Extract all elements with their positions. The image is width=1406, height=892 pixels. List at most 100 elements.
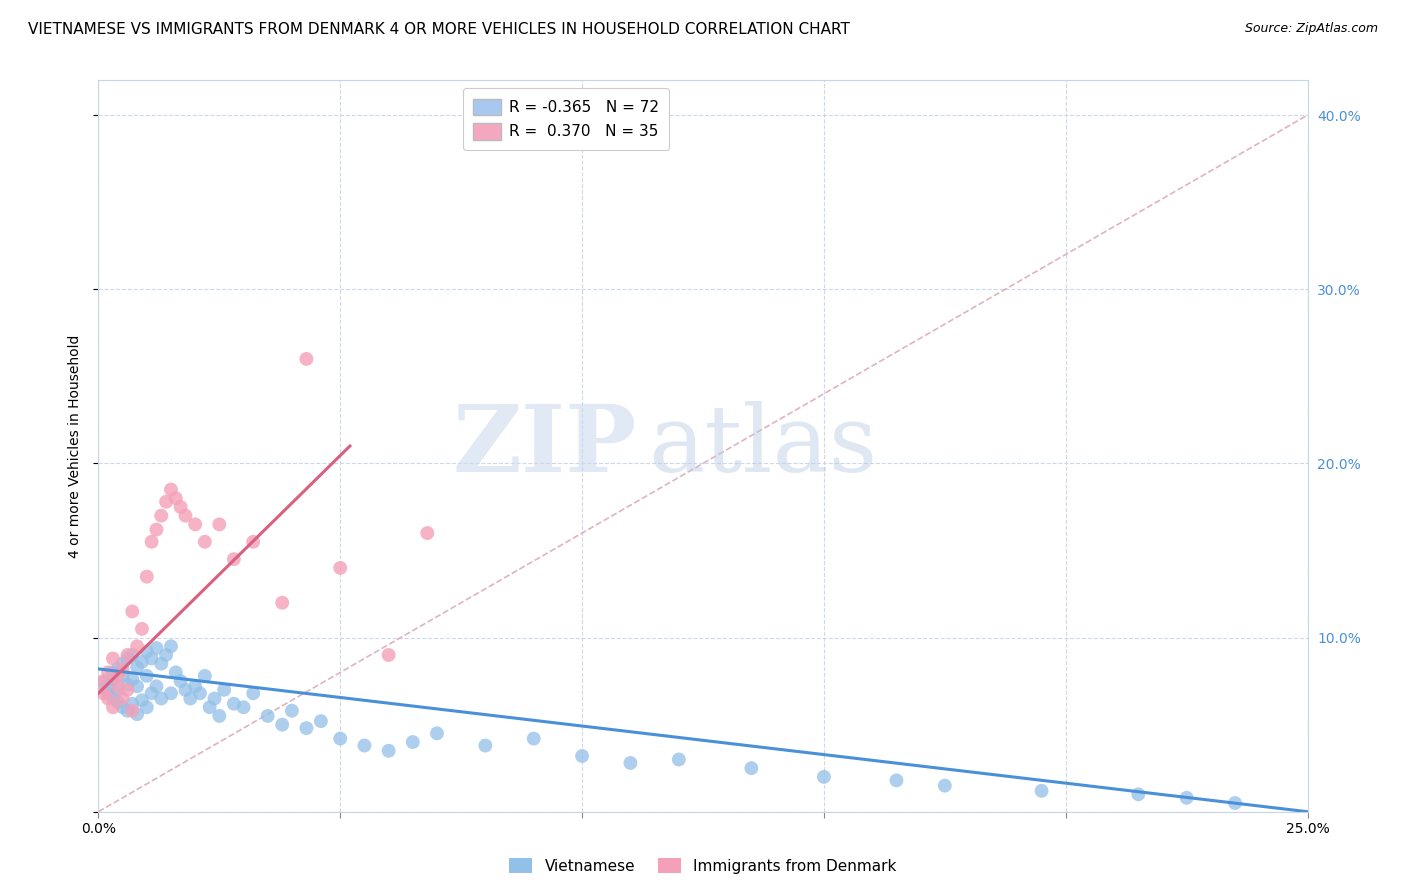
Point xyxy=(402,735,425,749)
Legend: R = -0.365   N = 72, R =  0.370   N = 35: R = -0.365 N = 72, R = 0.370 N = 35 xyxy=(463,88,669,150)
Point xyxy=(111,700,134,714)
Point xyxy=(117,677,139,691)
Point xyxy=(295,721,318,735)
Point xyxy=(91,676,114,690)
Point xyxy=(121,704,143,718)
Point xyxy=(204,691,226,706)
Point xyxy=(111,691,134,706)
Point xyxy=(97,686,120,700)
Point xyxy=(117,682,139,697)
Point xyxy=(1031,784,1053,798)
Point xyxy=(127,660,149,674)
Point xyxy=(377,744,399,758)
Point xyxy=(107,662,129,676)
Point xyxy=(353,739,375,753)
Point xyxy=(121,697,143,711)
Point xyxy=(150,691,173,706)
Point xyxy=(523,731,546,746)
Point xyxy=(886,773,908,788)
Point xyxy=(242,686,264,700)
Point xyxy=(174,682,197,697)
Point xyxy=(135,569,157,583)
Point xyxy=(242,534,264,549)
Point xyxy=(107,682,129,697)
Point xyxy=(194,669,217,683)
Point xyxy=(107,669,129,683)
Point xyxy=(97,691,120,706)
Point xyxy=(97,665,120,680)
Point xyxy=(160,483,183,497)
Point xyxy=(329,731,352,746)
Point xyxy=(813,770,835,784)
Point xyxy=(222,697,245,711)
Point xyxy=(127,707,149,722)
Text: Source: ZipAtlas.com: Source: ZipAtlas.com xyxy=(1244,22,1378,36)
Point xyxy=(121,648,143,662)
Point xyxy=(184,679,207,693)
Point xyxy=(150,657,173,671)
Point xyxy=(165,665,187,680)
Point xyxy=(141,534,163,549)
Point xyxy=(1223,796,1246,810)
Point xyxy=(145,679,167,693)
Point xyxy=(179,691,201,706)
Text: atlas: atlas xyxy=(648,401,877,491)
Point xyxy=(101,691,124,706)
Point xyxy=(111,669,134,683)
Point xyxy=(145,523,167,537)
Point xyxy=(281,704,304,718)
Text: VIETNAMESE VS IMMIGRANTS FROM DENMARK 4 OR MORE VEHICLES IN HOUSEHOLD CORRELATIO: VIETNAMESE VS IMMIGRANTS FROM DENMARK 4 … xyxy=(28,22,851,37)
Point xyxy=(150,508,173,523)
Point xyxy=(198,700,221,714)
Point xyxy=(295,351,318,366)
Point xyxy=(160,686,183,700)
Point xyxy=(117,704,139,718)
Point xyxy=(131,693,153,707)
Point xyxy=(329,561,352,575)
Point xyxy=(155,648,177,662)
Point xyxy=(101,651,124,665)
Point xyxy=(1175,790,1198,805)
Point xyxy=(426,726,449,740)
Point xyxy=(271,717,294,731)
Legend: Vietnamese, Immigrants from Denmark: Vietnamese, Immigrants from Denmark xyxy=(503,852,903,880)
Point xyxy=(309,714,332,728)
Point xyxy=(101,665,124,680)
Point xyxy=(184,517,207,532)
Point xyxy=(169,500,191,514)
Point xyxy=(101,700,124,714)
Point xyxy=(668,752,690,766)
Point xyxy=(121,673,143,687)
Point xyxy=(208,709,231,723)
Point xyxy=(160,640,183,654)
Point xyxy=(474,739,496,753)
Point xyxy=(188,686,211,700)
Text: ZIP: ZIP xyxy=(453,401,637,491)
Point xyxy=(165,491,187,506)
Point xyxy=(111,662,134,676)
Point xyxy=(155,494,177,508)
Point xyxy=(256,709,278,723)
Point xyxy=(416,526,439,541)
Point xyxy=(222,552,245,566)
Point xyxy=(121,604,143,618)
Point xyxy=(107,679,129,693)
Point xyxy=(131,655,153,669)
Point xyxy=(619,756,641,770)
Point xyxy=(141,686,163,700)
Point xyxy=(101,673,124,687)
Point xyxy=(212,682,235,697)
Point xyxy=(934,779,956,793)
Point xyxy=(111,657,134,671)
Point xyxy=(97,679,120,693)
Point xyxy=(232,700,254,714)
Point xyxy=(194,534,217,549)
Point xyxy=(271,596,294,610)
Point xyxy=(131,622,153,636)
Point xyxy=(571,749,593,764)
Point xyxy=(377,648,399,662)
Point xyxy=(1128,787,1150,801)
Point xyxy=(135,700,157,714)
Point xyxy=(91,674,114,689)
Point xyxy=(141,651,163,665)
